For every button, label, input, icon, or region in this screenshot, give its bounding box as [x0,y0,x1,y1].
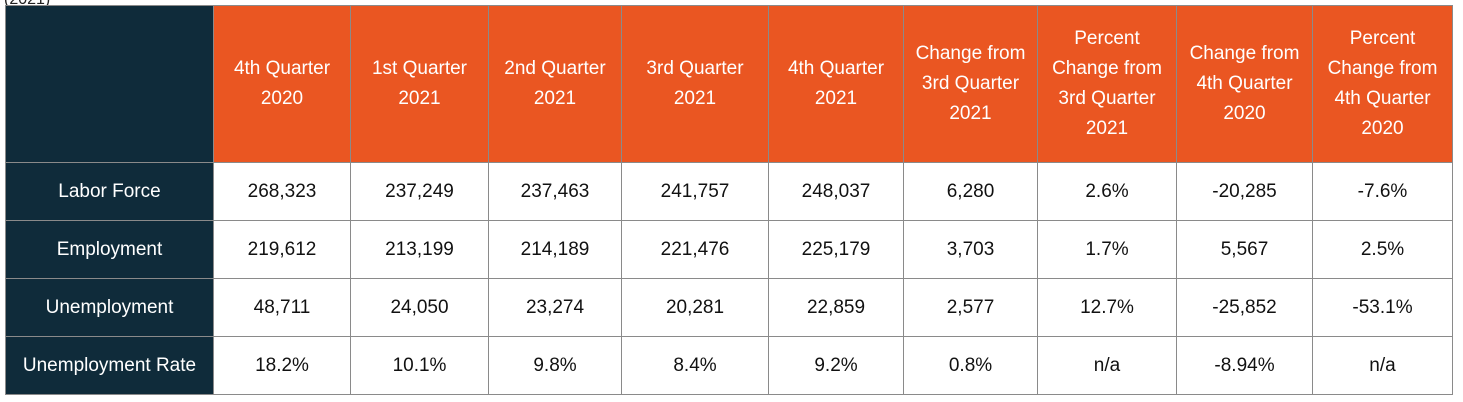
table-cell: 20,281 [621,278,769,337]
table-cell: 214,189 [488,220,622,279]
column-header: 1st Quarter 2021 [350,5,489,163]
table-cell: 5,567 [1176,220,1313,279]
table-cell: 2.6% [1037,162,1177,221]
table-cell: 219,612 [213,220,351,279]
table-row: Unemployment 48,711 24,050 23,274 20,281… [5,278,1453,337]
row-header: Employment [5,220,214,279]
table-row: Unemployment Rate 18.2% 10.1% 9.8% 8.4% … [5,336,1453,395]
row-header: Unemployment [5,278,214,337]
table-cell: -20,285 [1176,162,1313,221]
table-cell: n/a [1037,336,1177,395]
table-cell: 1.7% [1037,220,1177,279]
table-cell: 3,703 [903,220,1038,279]
corner-cell [5,5,214,163]
table-cell: 2,577 [903,278,1038,337]
table-cell: 237,463 [488,162,622,221]
table-cell: 213,199 [350,220,489,279]
table-cell: 6,280 [903,162,1038,221]
table-cell: 9.2% [768,336,904,395]
table-cell: 18.2% [213,336,351,395]
column-header: Change from 3rd Quarter 2021 [903,5,1038,163]
column-header: Percent Change from 4th Quarter 2020 [1312,5,1453,163]
table-cell: 268,323 [213,162,351,221]
table-cell: 8.4% [621,336,769,395]
table-cell: 237,249 [350,162,489,221]
table-cell: -25,852 [1176,278,1313,337]
table-cell: 10.1% [350,336,489,395]
table-cell: -8.94% [1176,336,1313,395]
row-header: Labor Force [5,162,214,221]
table-cell: 0.8% [903,336,1038,395]
table-cell: 9.8% [488,336,622,395]
column-header: 3rd Quarter 2021 [621,5,769,163]
table-cell: 48,711 [213,278,351,337]
table-cell: -7.6% [1312,162,1453,221]
table-cell: -53.1% [1312,278,1453,337]
row-header: Unemployment Rate [5,336,214,395]
column-header: Change from 4th Quarter 2020 [1176,5,1313,163]
table-cell: n/a [1312,336,1453,395]
labor-statistics-table: 4th Quarter 2020 1st Quarter 2021 2nd Quar… [5,5,1453,395]
table-cell: 241,757 [621,162,769,221]
table-cell: 23,274 [488,278,622,337]
column-header: Percent Change from 3rd Quarter 2021 [1037,5,1177,163]
table-row: Labor Force 268,323 237,249 237,463 241,… [5,162,1453,221]
header-row: 4th Quarter 2020 1st Quarter 2021 2nd Quar… [5,5,1453,163]
column-header: 4th Quarter 2021 [768,5,904,163]
table-cell: 2.5% [1312,220,1453,279]
caption-fragment: (2021) [4,0,50,9]
column-header: 4th Quarter 2020 [213,5,351,163]
table-cell: 24,050 [350,278,489,337]
table-cell: 12.7% [1037,278,1177,337]
table-cell: 221,476 [621,220,769,279]
column-header: 2nd Quarter 2021 [488,5,622,163]
table-cell: 22,859 [768,278,904,337]
table-cell: 225,179 [768,220,904,279]
table-cell: 248,037 [768,162,904,221]
table-row: Employment 219,612 213,199 214,189 221,4… [5,220,1453,279]
